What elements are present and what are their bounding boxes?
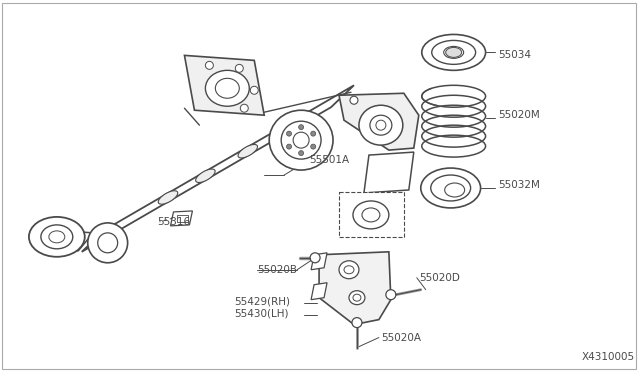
Ellipse shape [299, 151, 303, 155]
Polygon shape [319, 252, 391, 325]
Text: 55020B: 55020B [257, 265, 297, 275]
Ellipse shape [299, 125, 303, 130]
Polygon shape [311, 283, 327, 300]
Ellipse shape [445, 183, 465, 197]
Text: 55020A: 55020A [381, 333, 421, 343]
Ellipse shape [278, 121, 298, 135]
Ellipse shape [205, 61, 213, 69]
Bar [177, 215, 188, 222]
Ellipse shape [350, 96, 358, 104]
Ellipse shape [310, 144, 316, 149]
Ellipse shape [353, 201, 389, 229]
Ellipse shape [236, 64, 243, 72]
Text: 55316: 55316 [157, 217, 191, 227]
Text: 55034: 55034 [499, 50, 532, 60]
Ellipse shape [339, 261, 359, 279]
Ellipse shape [281, 121, 321, 159]
Text: X4310005: X4310005 [582, 353, 635, 362]
Ellipse shape [205, 70, 249, 106]
Ellipse shape [310, 131, 316, 136]
Text: 55020D: 55020D [419, 273, 460, 283]
Polygon shape [311, 253, 327, 270]
Ellipse shape [98, 233, 118, 253]
Bar [339, 192, 404, 237]
Ellipse shape [158, 191, 178, 204]
Text: 55429(RH): 55429(RH) [234, 296, 291, 307]
Ellipse shape [238, 144, 257, 158]
Ellipse shape [359, 105, 403, 145]
Ellipse shape [269, 110, 333, 170]
Ellipse shape [376, 120, 386, 130]
Ellipse shape [422, 35, 486, 70]
Ellipse shape [344, 266, 354, 274]
Ellipse shape [432, 41, 476, 64]
Ellipse shape [250, 86, 259, 94]
Ellipse shape [352, 318, 362, 328]
Text: 55020M: 55020M [499, 110, 540, 120]
Ellipse shape [445, 47, 461, 57]
Polygon shape [170, 211, 193, 226]
Text: 55430(LH): 55430(LH) [234, 309, 289, 319]
Ellipse shape [349, 291, 365, 305]
Ellipse shape [444, 46, 463, 58]
Ellipse shape [362, 208, 380, 222]
Polygon shape [184, 55, 264, 115]
Ellipse shape [196, 169, 215, 183]
Ellipse shape [420, 168, 481, 208]
Ellipse shape [287, 144, 292, 149]
Ellipse shape [88, 223, 127, 263]
Ellipse shape [41, 225, 73, 249]
Ellipse shape [293, 132, 309, 148]
Ellipse shape [310, 253, 320, 263]
Text: 55501A: 55501A [309, 155, 349, 165]
Ellipse shape [216, 78, 239, 98]
Ellipse shape [287, 131, 292, 136]
Ellipse shape [240, 104, 248, 112]
Polygon shape [339, 93, 419, 150]
Text: 55032M: 55032M [499, 180, 540, 190]
Ellipse shape [431, 175, 470, 201]
Polygon shape [45, 230, 93, 251]
Ellipse shape [29, 217, 84, 257]
Ellipse shape [353, 294, 361, 301]
Polygon shape [82, 85, 354, 252]
Polygon shape [364, 152, 414, 193]
Ellipse shape [49, 231, 65, 243]
Ellipse shape [370, 115, 392, 135]
Ellipse shape [386, 290, 396, 300]
